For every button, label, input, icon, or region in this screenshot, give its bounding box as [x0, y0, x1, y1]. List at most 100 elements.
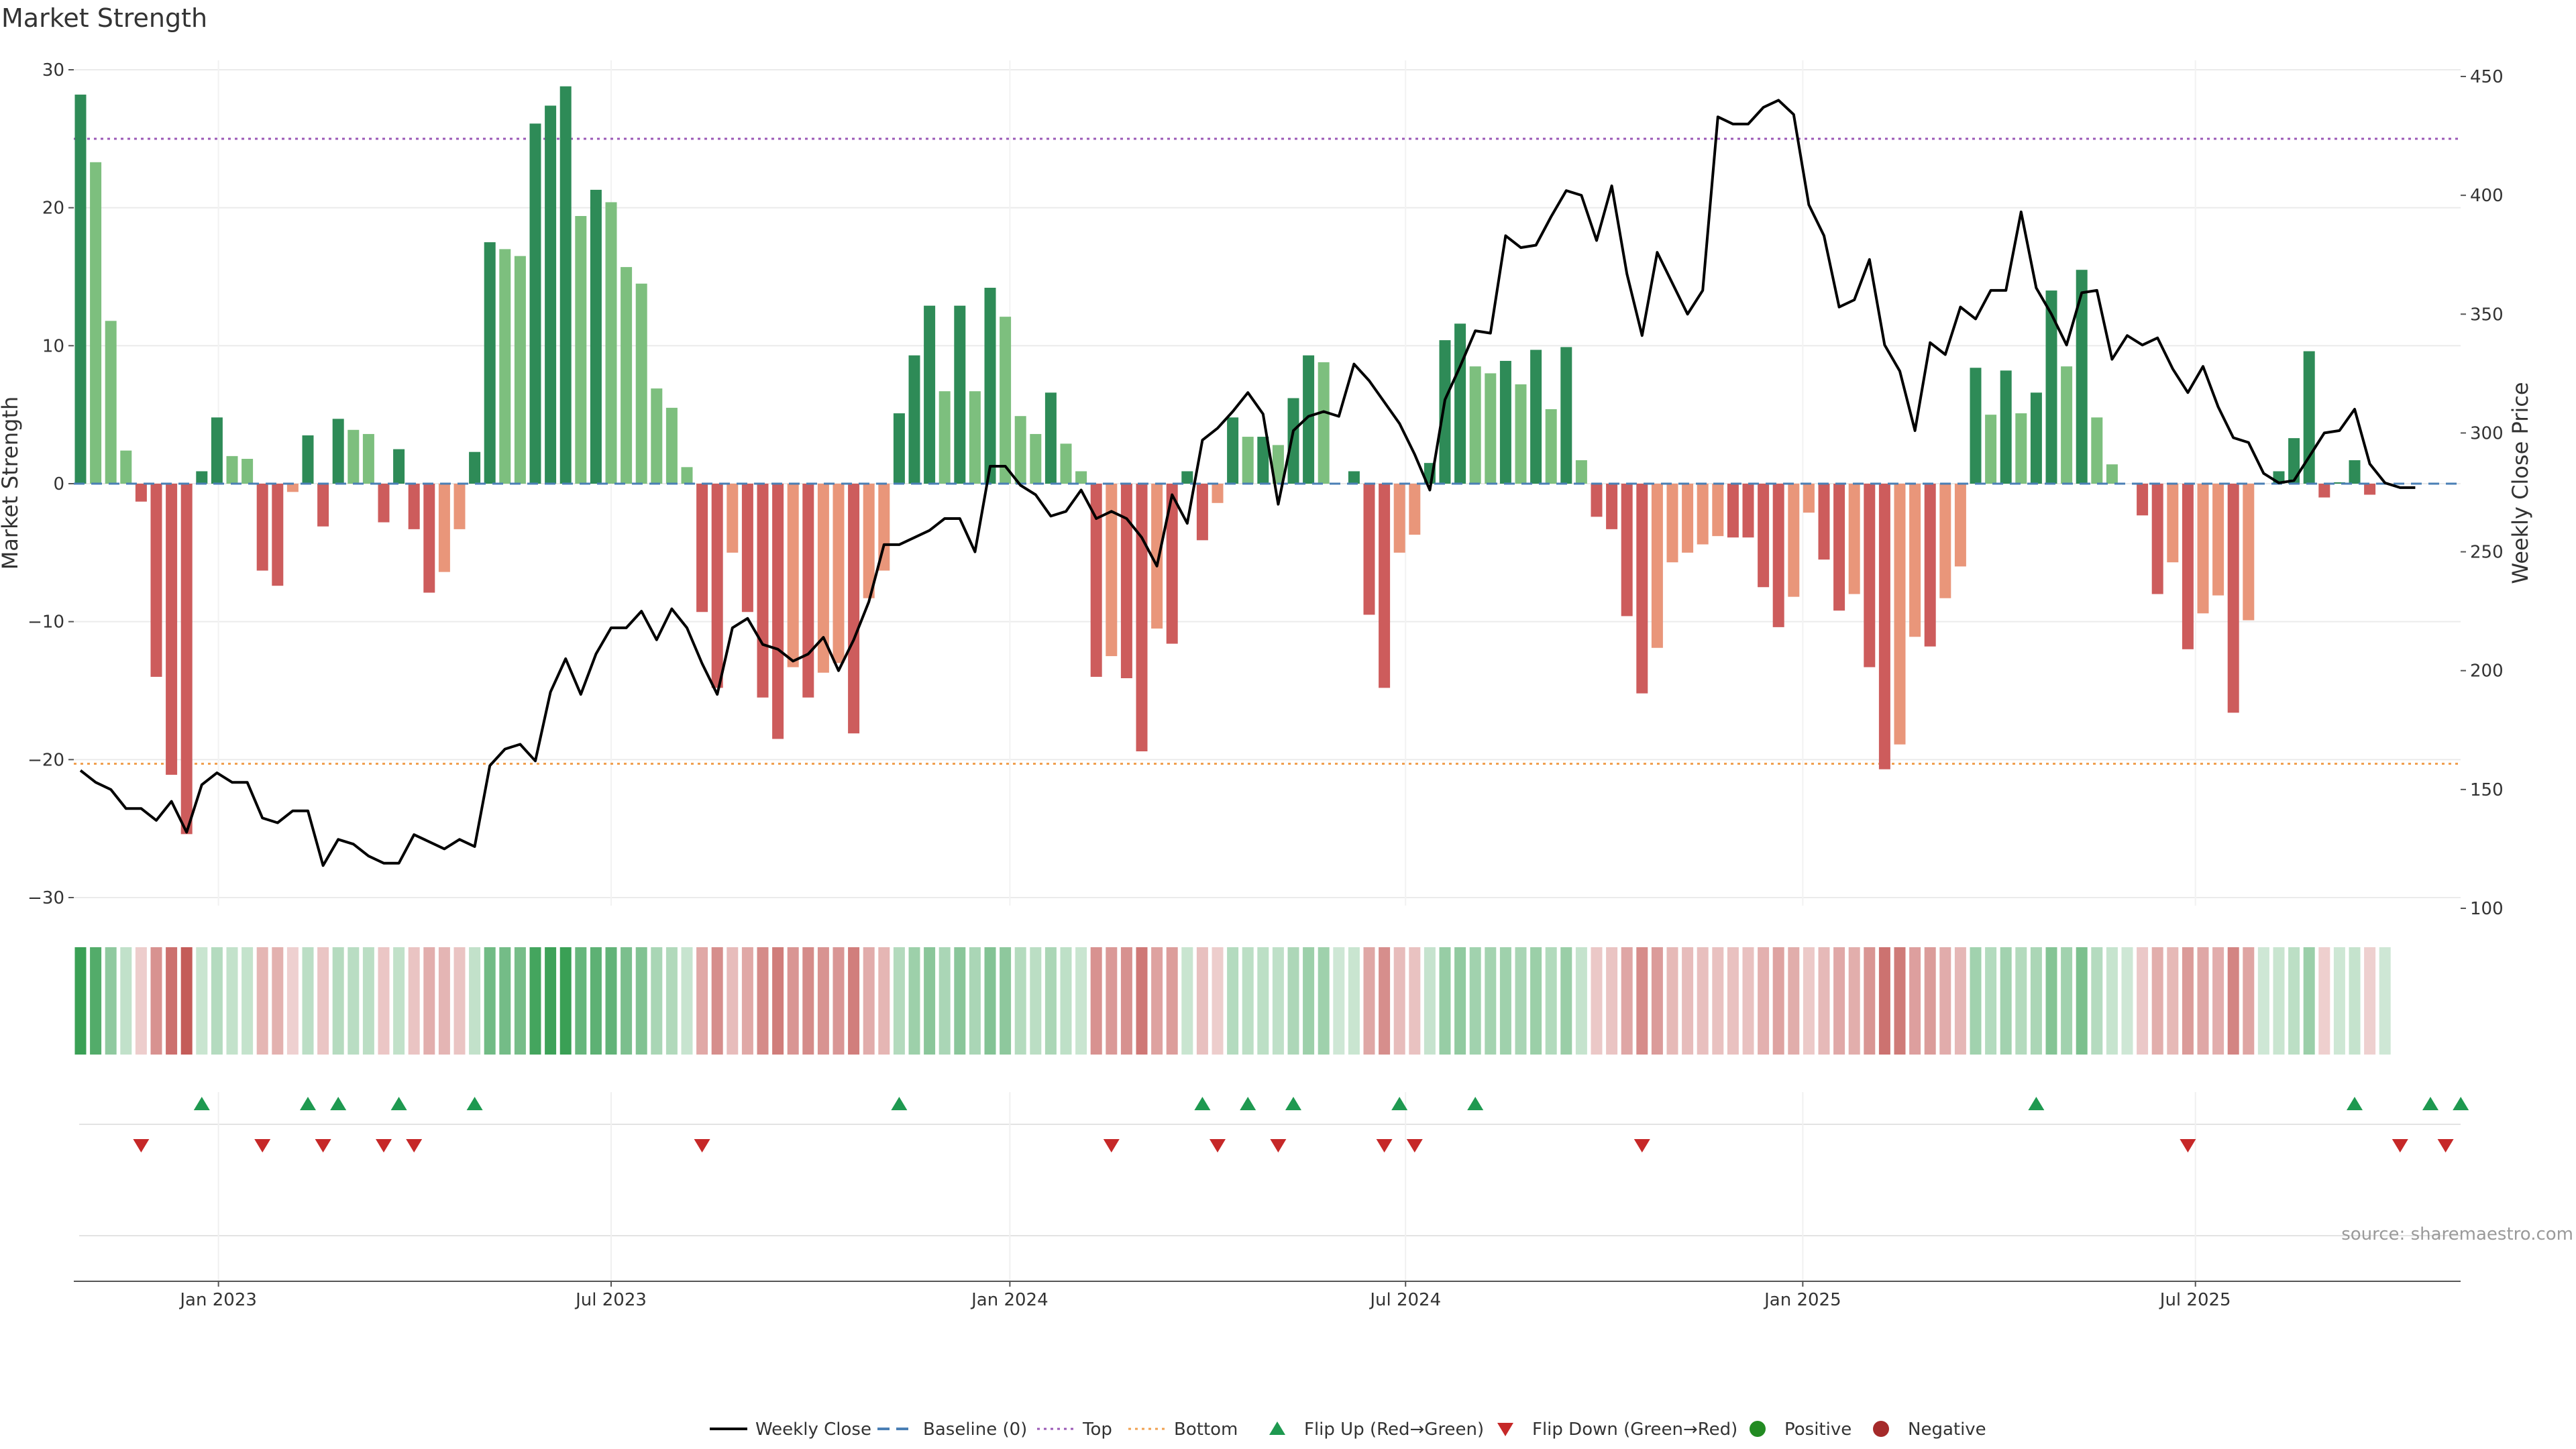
flip-down-marker	[1376, 1139, 1393, 1152]
heatmap-cell	[1424, 947, 1436, 1055]
strength-bar	[1166, 484, 1178, 644]
heatmap-cell	[347, 947, 360, 1055]
strength-bar	[1970, 368, 1982, 484]
flip-down-marker	[315, 1139, 331, 1152]
strength-heatmap-strip	[74, 947, 2391, 1055]
heatmap-cell	[1727, 947, 1739, 1055]
heatmap-cell	[332, 947, 344, 1055]
strength-bar	[908, 355, 920, 484]
heatmap-cell	[1393, 947, 1405, 1055]
heatmap-cell	[438, 947, 450, 1055]
strength-bar	[833, 484, 845, 663]
flip-markers	[79, 1092, 2469, 1281]
strength-bar	[438, 484, 450, 572]
x-axis: Jan 2023 Jul 2023 Jan 2024 Jul 2024 Jan 2025…	[74, 1281, 2461, 1310]
flip-up-marker	[1194, 1097, 1211, 1110]
strength-bar	[347, 429, 360, 484]
heatmap-cell	[1636, 947, 1648, 1055]
strength-bar	[984, 287, 996, 484]
heatmap-cell	[2273, 947, 2285, 1055]
heatmap-cell	[1212, 947, 1224, 1055]
strength-bar	[499, 249, 511, 484]
strength-bar	[74, 95, 87, 484]
strength-bar	[1060, 443, 1072, 484]
strength-bar	[590, 189, 602, 484]
strength-bar	[2364, 484, 2376, 495]
strength-bar	[1348, 471, 1360, 484]
heatmap-cell	[878, 947, 890, 1055]
strength-bar	[893, 413, 905, 484]
strength-bar	[332, 419, 344, 484]
heatmap-cell	[1379, 947, 1391, 1055]
strength-bar	[317, 484, 329, 527]
strength-bar	[938, 391, 951, 484]
heatmap-cell	[1075, 947, 1087, 1055]
heatmap-cell	[1697, 947, 1709, 1055]
heatmap-cell	[2333, 947, 2345, 1055]
strength-bar	[1818, 484, 1830, 560]
weekly-close-line-group	[74, 99, 2461, 867]
strength-bar	[1758, 484, 1770, 588]
strength-bar	[1014, 416, 1026, 484]
heatmap-cell	[272, 947, 284, 1055]
heatmap-cell	[984, 947, 996, 1055]
heatmap-cell	[2288, 947, 2300, 1055]
heatmap-cell	[1166, 947, 1178, 1055]
heatmap-cell	[1894, 947, 1906, 1055]
heatmap-cell	[605, 947, 617, 1055]
strength-bar	[1227, 417, 1239, 484]
strength-bar	[2061, 366, 2073, 484]
heatmap-cell	[969, 947, 981, 1055]
strength-bar	[2045, 290, 2057, 484]
strength-bar	[1379, 484, 1391, 688]
right-tick-label: 350	[2470, 305, 2504, 325]
strength-bar	[757, 484, 769, 698]
strength-bar	[1318, 362, 1330, 484]
strength-bar	[1485, 373, 1497, 484]
flip-down-marker	[2180, 1139, 2196, 1152]
strength-bar	[1242, 437, 1254, 484]
strength-bar	[484, 242, 496, 484]
heatmap-cell	[1682, 947, 1694, 1055]
heatmap-cell	[1196, 947, 1208, 1055]
flip-up-marker	[2347, 1097, 2363, 1110]
strength-bar	[878, 484, 890, 571]
left-y-axis-label: Market Strength	[0, 396, 23, 570]
strength-bar	[1363, 484, 1375, 615]
heatmap-cell	[1985, 947, 1997, 1055]
heatmap-cell	[635, 947, 647, 1055]
strength-bar	[241, 458, 254, 484]
strength-bar	[2091, 417, 2103, 484]
x-tick-label: Jan 2025	[1763, 1290, 1841, 1310]
heatmap-cell	[1621, 947, 1633, 1055]
strength-bar	[408, 484, 420, 529]
strength-bar	[2243, 484, 2255, 621]
strength-bar	[1181, 471, 1193, 484]
strength-bar	[1878, 484, 1890, 769]
strength-bar	[1591, 484, 1603, 517]
heatmap-cell	[1833, 947, 1845, 1055]
heatmap-cell	[696, 947, 708, 1055]
heatmap-cell	[1560, 947, 1572, 1055]
flip-up-marker	[1240, 1097, 1256, 1110]
heatmap-cell	[1606, 947, 1618, 1055]
heatmap-cell	[1788, 947, 1800, 1055]
heatmap-cell	[727, 947, 739, 1055]
strength-bar	[969, 391, 981, 484]
heatmap-cell	[1591, 947, 1603, 1055]
heatmap-cell	[1924, 947, 1936, 1055]
strength-bar	[1712, 484, 1724, 537]
flip-down-marker	[1103, 1139, 1120, 1152]
heatmap-cell	[1060, 947, 1072, 1055]
heatmap-cell	[1469, 947, 1481, 1055]
strength-bar	[924, 305, 936, 484]
flip-down-marker	[1406, 1139, 1423, 1152]
heatmap-cell	[2030, 947, 2042, 1055]
strength-bar	[1000, 317, 1012, 484]
heatmap-cell	[817, 947, 829, 1055]
strength-bar	[1924, 484, 1936, 647]
strength-bar	[741, 484, 753, 612]
strength-bar	[787, 484, 799, 667]
flip-down-marker	[1270, 1139, 1287, 1152]
